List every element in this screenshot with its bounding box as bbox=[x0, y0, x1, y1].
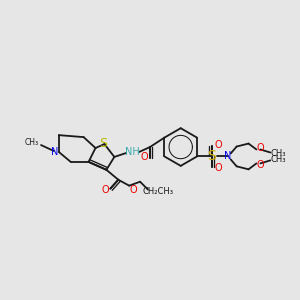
Text: N: N bbox=[51, 147, 58, 157]
Text: O: O bbox=[102, 184, 109, 195]
Text: CH₃: CH₃ bbox=[25, 138, 39, 147]
Text: CH₃: CH₃ bbox=[271, 155, 286, 164]
Text: O: O bbox=[129, 184, 137, 195]
Text: O: O bbox=[215, 163, 223, 173]
Text: S: S bbox=[208, 149, 216, 164]
Text: O: O bbox=[256, 160, 264, 170]
Text: O: O bbox=[140, 152, 148, 162]
Text: CH₃: CH₃ bbox=[271, 149, 286, 158]
Text: O: O bbox=[256, 142, 264, 152]
Text: N: N bbox=[224, 152, 231, 161]
Text: O: O bbox=[215, 140, 223, 150]
Text: CH₂CH₃: CH₂CH₃ bbox=[142, 187, 173, 196]
Text: NH: NH bbox=[125, 147, 140, 157]
Text: S: S bbox=[99, 136, 107, 150]
